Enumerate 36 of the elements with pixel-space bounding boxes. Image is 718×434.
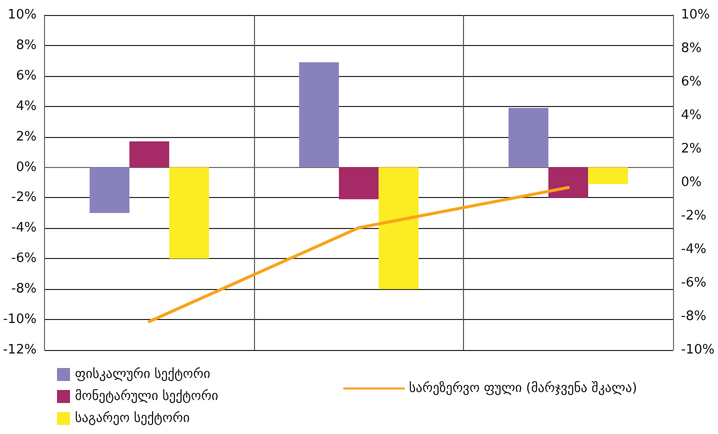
legend-label: სარეზერვო ფული (მარჯვენა შკალა) xyxy=(409,381,638,396)
y-tick-label: 6% xyxy=(16,68,37,84)
y-tick-label: 2% xyxy=(16,129,37,144)
y-tick-label: -10% xyxy=(2,312,37,328)
y2-tick-label: -8% xyxy=(681,309,706,324)
y2-tick-label: 6% xyxy=(681,74,702,90)
bar xyxy=(129,141,170,168)
y2-tick-label: -2% xyxy=(681,208,706,224)
bar xyxy=(299,62,339,168)
bar xyxy=(338,167,379,200)
y-tick-label: 10% xyxy=(8,8,37,22)
y2-tick-label: 2% xyxy=(681,142,702,156)
legend-label: ფისკალური სექტორი xyxy=(75,367,210,382)
legend-label: მონეტარული სექტორი xyxy=(75,389,218,404)
y-tick-label: 0% xyxy=(16,160,37,175)
y-tick-label: -12% xyxy=(2,342,37,358)
bar xyxy=(548,167,588,198)
y2-tick-label: 4% xyxy=(681,108,702,123)
bar xyxy=(169,167,210,259)
y-tick-label: -4% xyxy=(11,220,37,236)
y-tick-label: -2% xyxy=(11,190,37,206)
y-tick-label: -6% xyxy=(11,251,37,266)
y-tick-label: 8% xyxy=(16,38,37,53)
y-tick-label: 4% xyxy=(16,98,37,114)
legend-label: საგარეო სექტორი xyxy=(75,411,190,426)
y2-tick-label: 10% xyxy=(681,8,710,22)
y2-tick-label: -10% xyxy=(681,342,715,358)
y2-tick-label: 8% xyxy=(681,41,702,56)
y2-tick-label: 0% xyxy=(681,175,702,190)
y2-tick-label: -6% xyxy=(681,276,706,290)
bar xyxy=(588,167,628,184)
y2-tick-label: -4% xyxy=(681,242,706,257)
y-tick-label: -8% xyxy=(11,282,37,297)
bar xyxy=(508,108,548,168)
bar xyxy=(90,167,130,213)
bar xyxy=(378,167,418,290)
